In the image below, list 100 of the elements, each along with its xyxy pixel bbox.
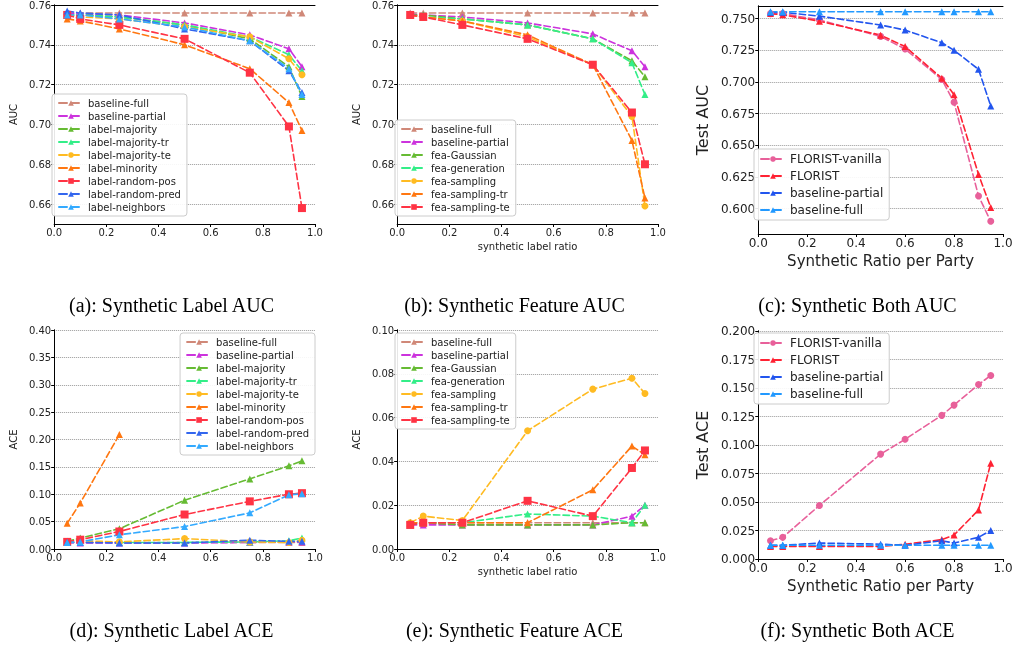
y-tick-label: 0.050 [720,495,756,509]
legend-label: baseline-partial [216,349,294,361]
legend-label: FLORIST-vanilla [790,152,882,166]
x-tick-label: 0.4 [150,226,167,238]
x-tick-label: 0.2 [441,551,458,563]
y-tick-label: 0.76 [28,0,52,11]
legend-label: label-majority-te [216,388,299,400]
y-tick-label: 0.175 [720,352,756,367]
x-axis-title: synthetic label ratio [477,566,578,578]
y-axis-title: ACE [350,429,362,450]
x-tick-label: 0.8 [254,551,271,563]
x-axis-title: synthetic label ratio [477,241,578,253]
legend-label: FLORIST [790,169,841,183]
y-tick-label: 0.66 [28,198,52,210]
y-tick-label: 0.075 [720,466,756,481]
x-tick-label: 0.8 [944,561,964,575]
legend-label: fea-sampling-te [431,414,510,426]
legend-label: baseline-full [431,336,492,348]
x-tick-label: 0.2 [98,226,115,238]
text: (c): Synthetic Both AUC [758,294,957,317]
legend-label: baseline-partial [431,349,509,361]
x-tick-label: 0.8 [597,226,614,238]
legend-label: baseline-partial [790,186,884,200]
y-tick-label: 0.70 [28,118,52,130]
x-tick-label: 1.0 [307,551,323,563]
legend-label: fea-generation [431,375,505,387]
x-tick-label: 0.2 [797,561,817,575]
y-tick-label: 0.74 [28,39,52,51]
y-tick-label: 0.200 [720,324,756,338]
legend-label: baseline-full [790,387,864,401]
y-axis-title: AUC [350,103,362,126]
y-tick-label: 0.20 [28,434,52,445]
text: (f): Synthetic Both ACE [760,619,955,642]
x-tick-label: 0.6 [545,226,562,238]
x-tick-label: 0.6 [202,226,219,238]
x-tick-label: 0.2 [98,551,115,563]
legend-label: label-minority [216,401,286,413]
y-tick-label: 0.10 [28,488,52,500]
legend-label: label-majority [88,123,158,135]
y-axis-title: Test ACE [692,410,712,481]
legend-label: label-random-pos [88,175,176,187]
x-tick-label: 1.0 [650,551,666,563]
y-axis-title: AUC [7,103,19,126]
legend-label: label-random-pos [216,414,304,426]
text: (a): Synthetic Label AUC [69,294,274,317]
y-tick-label: 0.72 [371,79,395,91]
x-tick-label: 1.0 [307,226,323,238]
y-tick-label: 0.625 [720,170,756,184]
legend-label: baseline-full [790,203,864,217]
x-tick-label: 0.8 [254,226,271,238]
legend-label: label-majority-tr [216,375,298,387]
y-tick-label: 0.025 [720,523,756,538]
text: (d): Synthetic Label ACE [69,619,274,642]
legend-label: label-majority-tr [88,136,170,148]
legend-label: fea-sampling [431,388,497,400]
y-tick-label: 0.68 [28,158,52,170]
legend-label: label-random-pred [88,188,181,200]
y-tick-label: 0.30 [28,379,52,391]
y-tick-label: 0.02 [371,499,395,511]
legend-label: label-minority [88,162,158,174]
x-tick-label: 0.4 [493,551,510,563]
legend-label: label-majority-te [88,149,171,161]
x-tick-label: 0.4 [846,236,866,250]
y-tick-label: 0.600 [720,201,756,216]
legend-label: baseline-partial [431,136,509,148]
y-tick-label: 0.35 [28,351,52,363]
x-tick-label: 0.6 [545,551,562,563]
x-tick-label: 0.8 [944,236,964,250]
x-tick-label: 0.4 [846,561,866,575]
y-tick-label: 0.15 [28,461,52,473]
y-tick-label: 0.10 [371,324,395,336]
y-tick-label: 0.05 [28,516,52,528]
legend-label: fea-generation [431,162,505,174]
text: (e): Synthetic Feature ACE [405,619,624,642]
x-axis-title: Synthetic Ratio per Party [787,577,975,596]
y-tick-label: 0.675 [720,106,756,121]
y-tick-label: 0.725 [720,43,756,58]
y-tick-label: 0.750 [720,11,756,26]
legend-label: fea-sampling-tr [431,401,509,413]
x-tick-label: 0.4 [150,551,167,563]
legend-label: baseline-full [88,97,149,109]
x-tick-label: 0.8 [597,551,614,563]
legend-label: baseline-partial [88,110,166,122]
y-tick-label: 0.06 [371,412,395,424]
legend-label: fea-Gaussian [431,149,497,161]
y-tick-label: 0.72 [28,79,52,91]
y-tick-label: 0.70 [371,118,395,130]
y-tick-label: 0.700 [720,75,756,89]
legend-label: FLORIST-vanilla [790,336,882,350]
legend-label: baseline-partial [790,370,884,384]
y-tick-label: 0.76 [371,0,395,11]
x-tick-label: 0.0 [389,226,406,238]
x-tick-label: 1.0 [650,226,666,238]
y-tick-label: 0.40 [28,324,52,336]
x-tick-label: 0.4 [493,226,510,238]
x-tick-label: 0.0 [748,236,768,250]
text: (b): Synthetic Feature AUC [404,294,625,317]
legend-label: fea-sampling-tr [431,188,509,200]
y-tick-label: 0.68 [371,158,395,170]
legend-label: baseline-full [431,123,492,135]
